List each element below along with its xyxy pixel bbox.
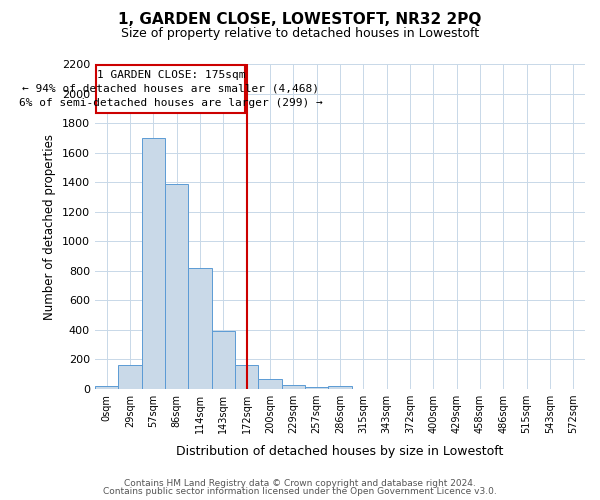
Text: Size of property relative to detached houses in Lowestoft: Size of property relative to detached ho…: [121, 28, 479, 40]
Text: 1 GARDEN CLOSE: 175sqm: 1 GARDEN CLOSE: 175sqm: [97, 70, 245, 80]
Bar: [165, 184, 188, 389]
Bar: [235, 366, 258, 389]
Bar: [95, 386, 118, 389]
Bar: [305, 387, 328, 389]
Bar: [258, 380, 281, 389]
Text: 1, GARDEN CLOSE, LOWESTOFT, NR32 2PQ: 1, GARDEN CLOSE, LOWESTOFT, NR32 2PQ: [118, 12, 482, 28]
Bar: [188, 268, 212, 389]
Bar: [328, 386, 352, 389]
Y-axis label: Number of detached properties: Number of detached properties: [43, 134, 56, 320]
Bar: [118, 366, 142, 389]
Bar: [142, 138, 165, 389]
Text: Contains public sector information licensed under the Open Government Licence v3: Contains public sector information licen…: [103, 487, 497, 496]
FancyBboxPatch shape: [96, 66, 245, 113]
X-axis label: Distribution of detached houses by size in Lowestoft: Distribution of detached houses by size …: [176, 444, 503, 458]
Text: ← 94% of detached houses are smaller (4,468): ← 94% of detached houses are smaller (4,…: [22, 84, 319, 94]
Bar: [212, 332, 235, 389]
Text: 6% of semi-detached houses are larger (299) →: 6% of semi-detached houses are larger (2…: [19, 98, 323, 108]
Bar: [281, 384, 305, 389]
Text: Contains HM Land Registry data © Crown copyright and database right 2024.: Contains HM Land Registry data © Crown c…: [124, 478, 476, 488]
